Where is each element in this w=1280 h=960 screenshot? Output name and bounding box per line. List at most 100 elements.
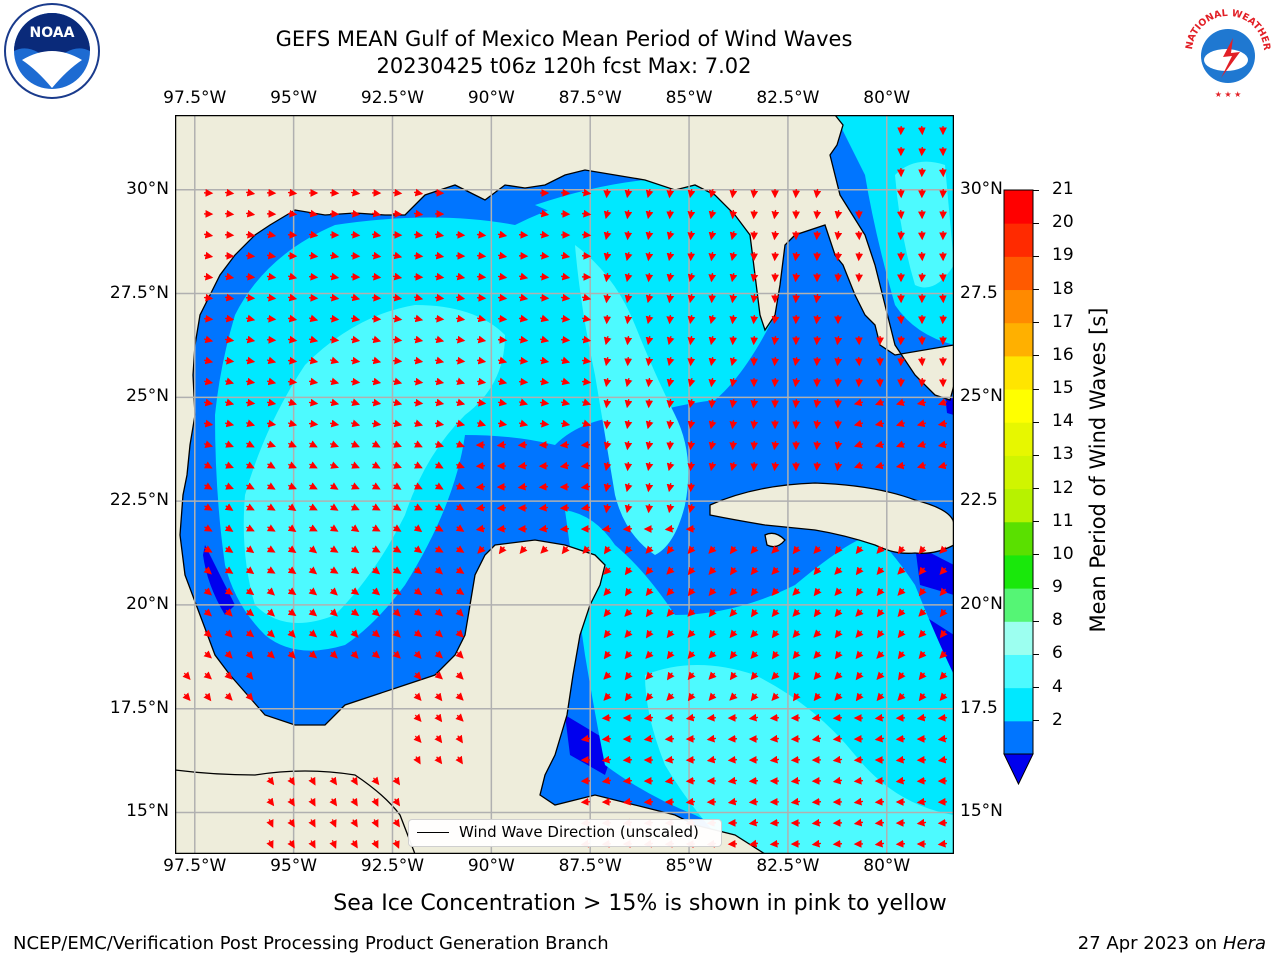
wave-direction-arrow (939, 692, 948, 701)
wave-direction-arrow (834, 566, 843, 575)
wave-direction-arrow (288, 440, 297, 448)
wave-direction-arrow (434, 566, 443, 575)
wave-direction-arrow (287, 566, 297, 575)
wave-direction-arrow (497, 272, 508, 281)
wave-direction-arrow (560, 293, 571, 302)
wave-direction-arrow (666, 440, 675, 451)
wave-period-map (175, 115, 954, 854)
wave-direction-arrow (371, 440, 381, 448)
wave-direction-arrow (706, 734, 717, 743)
wave-direction-arrow (603, 398, 612, 409)
lat-tick-left: 15°N (126, 801, 169, 822)
wave-direction-arrow (624, 188, 633, 199)
wave-direction-arrow (813, 629, 822, 638)
wave-direction-arrow (687, 314, 696, 325)
wave-direction-arrow (434, 755, 443, 765)
wave-direction-arrow (266, 776, 275, 786)
wave-direction-arrow (203, 377, 214, 386)
wave-direction-arrow (687, 503, 696, 514)
wave-direction-arrow (309, 503, 318, 511)
wave-direction-arrow (664, 755, 675, 764)
wave-direction-arrow (350, 818, 358, 828)
wave-direction-arrow (455, 713, 464, 722)
noaa-logo-text: NOAA (30, 25, 75, 41)
wave-direction-arrow (708, 377, 717, 388)
wave-direction-arrow (706, 713, 717, 722)
wave-direction-arrow (771, 440, 780, 451)
wave-direction-arrow (350, 314, 361, 323)
wave-direction-arrow (917, 251, 926, 262)
wave-direction-arrow (351, 440, 360, 448)
wave-direction-arrow (371, 377, 382, 386)
wave-direction-arrow (729, 566, 738, 576)
wave-direction-arrow (750, 419, 759, 430)
wave-direction-arrow (937, 734, 948, 743)
wave-direction-arrow (434, 377, 445, 386)
wave-direction-arrow (624, 692, 633, 702)
colorbar-tick-label: 16 (1052, 344, 1074, 365)
wave-direction-arrow (392, 377, 403, 386)
wave-direction-arrow (687, 587, 696, 597)
wave-direction-arrow (580, 482, 591, 491)
lon-tick-top: 82.5°W (756, 88, 820, 108)
wave-direction-arrow (624, 272, 633, 283)
wave-direction-arrow (371, 482, 381, 490)
wave-direction-arrow (308, 251, 319, 260)
wave-direction-arrow (434, 524, 444, 532)
wave-direction-arrow (434, 692, 443, 702)
wave-direction-arrow (580, 461, 591, 470)
wave-direction-arrow (645, 671, 654, 680)
wave-direction-arrow (708, 587, 717, 597)
wave-direction-arrow (771, 335, 780, 346)
colorbar-tick-label: 20 (1052, 212, 1074, 233)
wave-direction-arrow (601, 734, 612, 743)
wave-direction-arrow (392, 503, 402, 511)
wave-direction-arrow (308, 818, 316, 828)
wave-direction-arrow (729, 209, 738, 220)
wave-direction-arrow (729, 230, 738, 241)
wave-direction-arrow (834, 251, 843, 262)
wave-direction-arrow (539, 230, 550, 239)
colorbar-tick-label: 4 (1052, 676, 1063, 697)
wave-direction-arrow (308, 272, 319, 281)
wave-direction-arrow (560, 251, 571, 260)
wave-direction-arrow (792, 566, 801, 576)
wave-direction-arrow (288, 482, 297, 490)
wave-direction-arrow (624, 482, 633, 493)
wave-direction-arrow (434, 734, 443, 744)
wave-direction-arrow (687, 272, 696, 283)
wave-direction-arrow (708, 629, 717, 639)
wave-direction-arrow (645, 293, 654, 304)
wave-direction-arrow (287, 230, 298, 239)
wave-direction-arrow (329, 587, 338, 596)
colorbar-segment (1004, 654, 1033, 689)
wave-direction-arrow (371, 209, 382, 218)
colorbar-segment (1004, 488, 1033, 523)
wave-direction-arrow (855, 671, 864, 681)
colorbar-tick-label: 13 (1052, 444, 1074, 465)
wave-direction-arrow (771, 671, 780, 680)
wave-direction-arrow (224, 398, 235, 407)
wave-direction-arrow (624, 650, 633, 660)
wave-direction-arrow (729, 545, 738, 555)
wave-direction-arrow (434, 608, 443, 617)
wave-direction-arrow (855, 587, 864, 597)
wave-direction-arrow (225, 377, 235, 386)
wave-direction-arrow (834, 461, 843, 472)
wave-direction-arrow (371, 461, 381, 469)
wave-direction-arrow (393, 440, 402, 448)
wave-direction-arrow (350, 776, 358, 786)
wave-direction-arrow (687, 230, 696, 241)
wave-direction-arrow (329, 419, 340, 428)
wave-direction-arrow (475, 524, 486, 533)
wave-direction-arrow (538, 482, 549, 491)
wave-direction-arrow (224, 209, 235, 218)
wave-direction-arrow (245, 608, 255, 617)
wave-direction-arrow (245, 545, 255, 554)
wave-direction-arrow (266, 377, 277, 386)
wave-direction-arrow (876, 671, 885, 680)
wave-direction-arrow (308, 419, 319, 428)
wave-direction-arrow (224, 650, 233, 659)
wave-direction-arrow (813, 398, 822, 409)
wave-direction-arrow (245, 293, 256, 302)
